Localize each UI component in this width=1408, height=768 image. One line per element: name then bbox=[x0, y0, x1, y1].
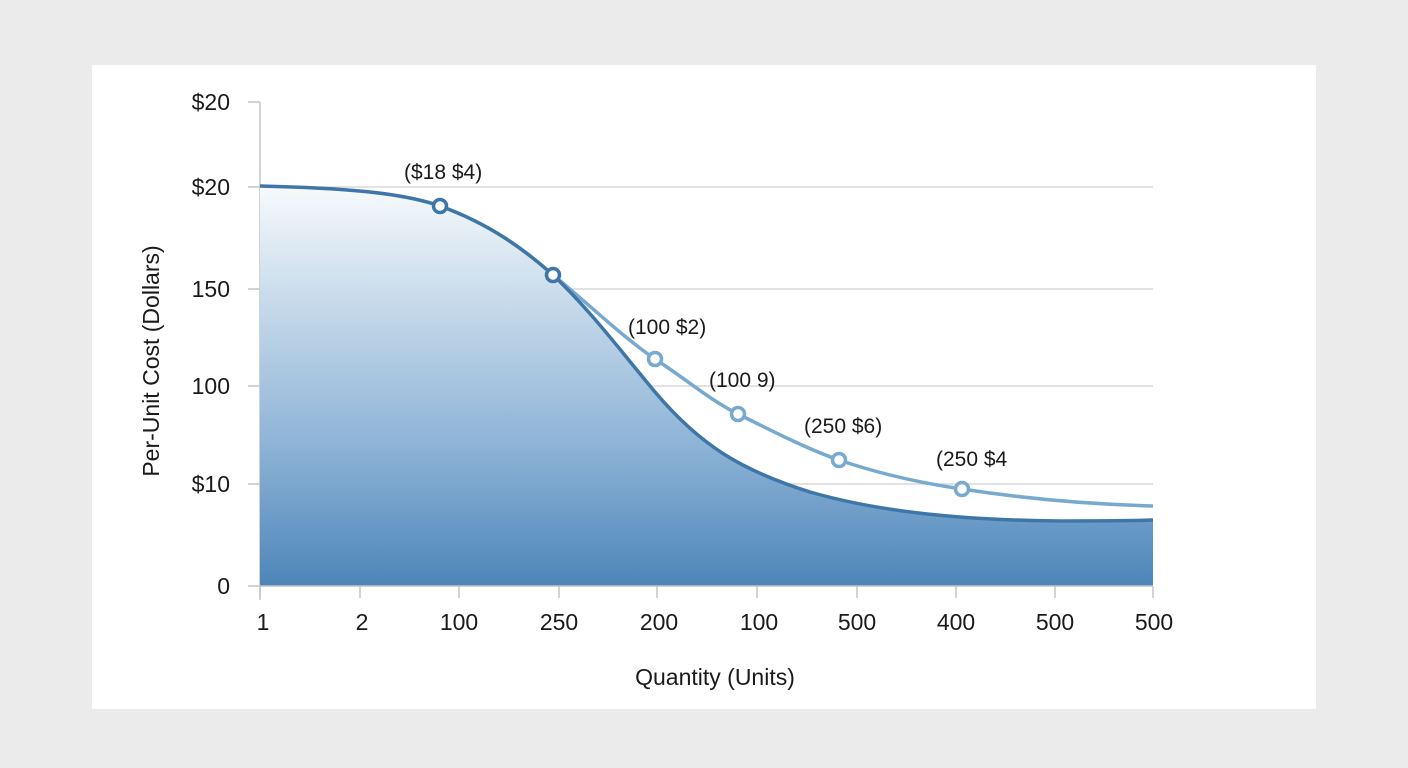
marker-3[interactable] bbox=[646, 350, 664, 368]
x-tick-label: 100 bbox=[440, 609, 478, 635]
annotation-label: (100 $2) bbox=[628, 316, 706, 339]
x-tick-label: 400 bbox=[937, 609, 975, 635]
x-tick-label: 250 bbox=[540, 609, 578, 635]
annotation-label: (250 $4 bbox=[936, 448, 1008, 471]
x-tick-label: 100 bbox=[740, 609, 778, 635]
cost-area-fill bbox=[260, 186, 1153, 586]
x-tick-label: 200 bbox=[640, 609, 678, 635]
data-markers bbox=[431, 197, 971, 498]
x-axis-title: Quantity (Units) bbox=[635, 664, 795, 690]
y-axis-title: Per-Unit Cost (Dollars) bbox=[138, 245, 164, 476]
x-tick-label: 1 bbox=[257, 609, 270, 635]
point-annotations: ($18 $4) (100 $2) (100 9) (250 $6) (250 … bbox=[404, 161, 1008, 471]
annotation-label: (100 9) bbox=[709, 369, 776, 392]
x-axis bbox=[259, 585, 1154, 598]
y-tick-labels: $20 $20 150 100 $10 0 bbox=[192, 89, 230, 599]
y-tick-label: 150 bbox=[192, 276, 230, 302]
marker-6[interactable] bbox=[953, 480, 971, 498]
x-tick-label: 500 bbox=[1036, 609, 1074, 635]
marker-2[interactable] bbox=[544, 266, 562, 284]
x-tick-label: 500 bbox=[838, 609, 876, 635]
y-axis bbox=[248, 101, 261, 600]
y-tick-label: 0 bbox=[217, 573, 230, 599]
x-tick-label: 500 bbox=[1135, 609, 1173, 635]
annotation-label: ($18 $4) bbox=[404, 161, 482, 184]
y-tick-label: $20 bbox=[192, 89, 230, 115]
x-tick-labels: 1 2 100 250 200 100 500 400 500 500 bbox=[257, 609, 1174, 635]
x-tick-label: 2 bbox=[356, 609, 369, 635]
marker-5[interactable] bbox=[830, 451, 848, 469]
annotation-label: (250 $6) bbox=[804, 415, 882, 438]
y-tick-label: $20 bbox=[192, 174, 230, 200]
y-tick-label: $10 bbox=[192, 471, 230, 497]
marker-4[interactable] bbox=[729, 405, 747, 423]
marker-1[interactable] bbox=[431, 197, 449, 215]
y-tick-label: 100 bbox=[192, 373, 230, 399]
